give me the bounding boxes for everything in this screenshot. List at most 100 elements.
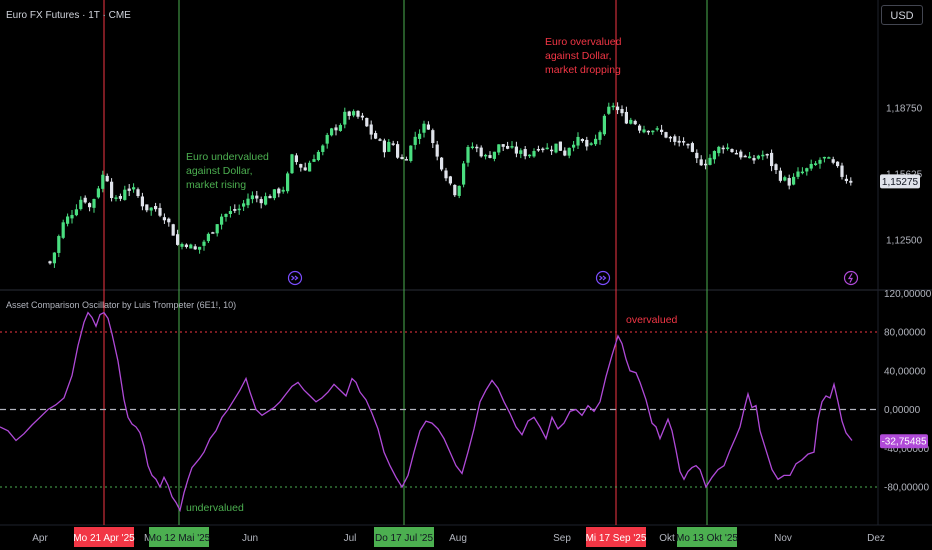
time-axis-label: Aug <box>449 533 467 544</box>
candle-body <box>246 198 250 206</box>
candle-body <box>330 128 334 136</box>
candle-body <box>778 170 782 181</box>
candle-body <box>369 124 373 135</box>
candle-body <box>211 232 215 234</box>
symbol-title[interactable]: Euro FX Futures · 1T · CME <box>6 10 131 21</box>
time-axis-label: Sep <box>553 533 571 544</box>
dividend-event-icon[interactable] <box>595 270 611 286</box>
candle-body <box>545 147 549 150</box>
time-marker-badge <box>374 527 434 547</box>
time-axis-label: Apr <box>32 533 48 544</box>
candle-body <box>264 196 268 205</box>
candle-body <box>774 164 778 171</box>
time-axis-label: Jul <box>344 533 357 544</box>
candle-body <box>655 128 659 130</box>
undervalued-text-line-2: against Dollar, <box>186 165 253 177</box>
candle-body <box>739 151 743 158</box>
candle-body <box>800 171 804 174</box>
lightning-event-icon[interactable] <box>843 270 859 286</box>
time-axis-label: Jun <box>242 533 258 544</box>
time-marker-badge <box>74 527 134 547</box>
oscillator-axis-ticks[interactable]: 120,00000 80,00000 40,00000 0,00000 -40,0000… <box>884 289 932 494</box>
candle-body <box>105 175 109 182</box>
candle-body <box>792 176 796 185</box>
candle-body <box>453 184 457 196</box>
candle-body <box>127 188 131 191</box>
candle-body <box>233 209 237 211</box>
candle-body <box>488 155 492 158</box>
candle-body <box>294 155 298 163</box>
candle-body <box>563 150 567 156</box>
dividend-event-icon[interactable] <box>287 270 303 286</box>
candle-body <box>215 224 219 234</box>
candle-body <box>66 216 70 224</box>
candle-body <box>492 151 496 159</box>
candle-body <box>585 139 589 147</box>
candle-body <box>180 243 184 247</box>
candle-body <box>726 147 730 149</box>
candle-body <box>831 159 835 163</box>
candle-body <box>611 105 615 108</box>
candle-body <box>462 163 466 185</box>
candle-body <box>827 157 831 159</box>
candle-body <box>787 178 791 186</box>
candle-body <box>682 141 686 143</box>
candle-body <box>748 156 752 159</box>
candle-body <box>321 145 325 152</box>
candle-body <box>501 144 505 147</box>
candle-body <box>286 173 290 192</box>
candle-body <box>74 209 78 216</box>
overvalued-text-line-3: market dropping <box>545 64 621 76</box>
candle-body <box>312 159 316 162</box>
candle-body <box>272 189 276 199</box>
candle-body <box>756 155 760 159</box>
candle-body <box>378 139 382 141</box>
last-oscillator-badge: -32,75485 <box>880 434 928 449</box>
candle-body <box>717 146 721 154</box>
candle-body <box>730 149 734 152</box>
candle-body <box>48 261 52 264</box>
candle-body <box>338 125 342 131</box>
candle-body <box>136 189 140 197</box>
candle-body <box>123 189 127 200</box>
currency-button[interactable]: USD <box>881 5 923 25</box>
oscillator-levels <box>0 331 878 488</box>
time-marker-label: Mo 12 Mai '25 <box>148 533 211 544</box>
candle-body <box>418 133 422 139</box>
candle-body <box>708 157 712 165</box>
last-price-label: 1,15275 <box>882 177 919 188</box>
candle-body <box>365 117 369 127</box>
time-marker-badge <box>149 527 209 547</box>
candle-body <box>660 129 664 133</box>
candle-body <box>356 110 360 117</box>
candle-body <box>404 159 408 161</box>
undervalued-annotation: Euro undervalued against Dollar, market … <box>186 151 269 191</box>
time-marker-badge <box>586 527 646 547</box>
candle-body <box>308 162 312 172</box>
oscillator-tick-label: -40,00000 <box>884 444 929 455</box>
candle-body <box>259 199 263 204</box>
candle-body <box>479 147 483 157</box>
candle-body <box>198 246 202 250</box>
candle-body <box>347 111 351 116</box>
candle-body <box>431 130 435 144</box>
candle-body <box>299 164 303 168</box>
candle-body <box>668 136 672 139</box>
candle-body <box>598 132 602 140</box>
candle-body <box>470 146 474 149</box>
oscillator-tick-label: 0,00000 <box>884 405 921 416</box>
last-oscillator-label: -32,75485 <box>881 437 926 448</box>
candle-body <box>532 151 536 157</box>
candle-body <box>836 161 840 167</box>
candle-body <box>101 174 105 189</box>
candle-body <box>761 154 765 157</box>
last-price-badge: 1,15275 <box>880 174 920 189</box>
candle-body <box>435 144 439 157</box>
candle-body <box>616 106 620 111</box>
candle-body <box>413 136 417 145</box>
candle-body <box>400 157 404 160</box>
oscillator-title[interactable]: Asset Comparison Oscillator by Luis Trom… <box>6 300 236 310</box>
candle-body <box>770 152 774 167</box>
time-marker-label: Mo 21 Apr '25 <box>73 533 135 544</box>
